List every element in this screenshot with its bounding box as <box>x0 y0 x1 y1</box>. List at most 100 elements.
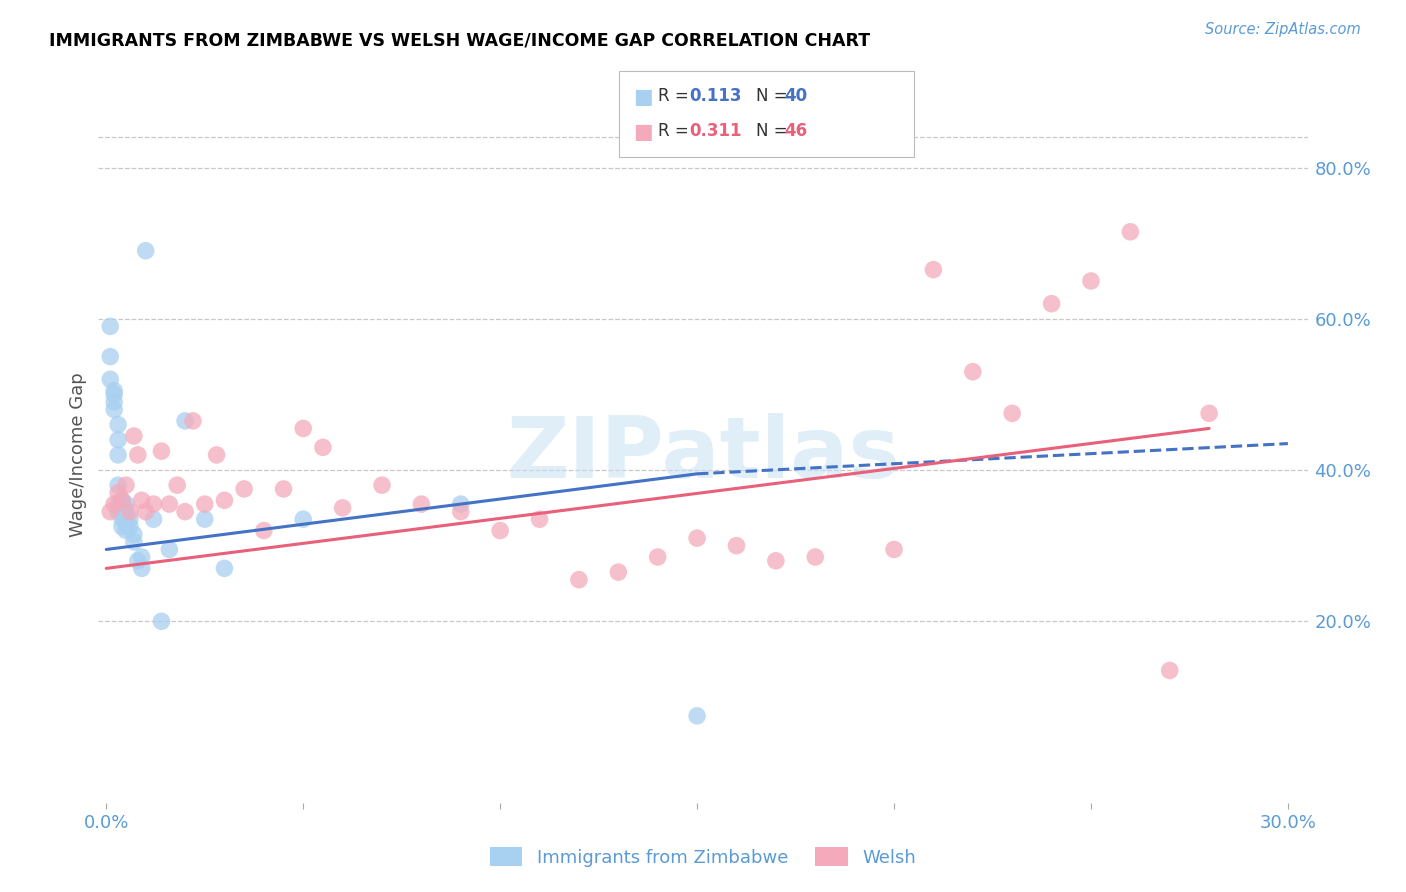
Point <box>607 565 630 579</box>
Point <box>98 505 121 519</box>
Point <box>103 402 125 417</box>
Point <box>115 497 138 511</box>
Point <box>174 414 197 428</box>
Point <box>127 448 149 462</box>
Point <box>529 512 551 526</box>
Text: 0.311: 0.311 <box>689 122 741 140</box>
Point <box>111 497 134 511</box>
Point <box>107 478 129 492</box>
Point <box>292 421 315 435</box>
Text: Source: ZipAtlas.com: Source: ZipAtlas.com <box>1205 22 1361 37</box>
Point <box>122 429 145 443</box>
Point <box>122 534 145 549</box>
Point <box>181 414 204 428</box>
Point <box>922 262 945 277</box>
Point <box>411 497 433 511</box>
Point <box>107 505 129 519</box>
Point <box>115 505 138 519</box>
Point <box>118 520 141 534</box>
Point <box>131 549 153 564</box>
Point <box>115 508 138 523</box>
Point <box>1119 225 1142 239</box>
Point <box>450 497 472 511</box>
Text: N =: N = <box>756 87 793 105</box>
Text: N =: N = <box>756 122 793 140</box>
Point <box>233 482 256 496</box>
Point <box>107 485 129 500</box>
Point <box>115 516 138 530</box>
Legend: Immigrants from Zimbabwe, Welsh: Immigrants from Zimbabwe, Welsh <box>482 840 924 874</box>
Point <box>118 512 141 526</box>
Point <box>157 542 180 557</box>
Point <box>107 448 129 462</box>
Point <box>686 531 709 545</box>
Point <box>103 384 125 398</box>
Point <box>127 554 149 568</box>
Point <box>1198 406 1220 420</box>
Point <box>804 549 827 564</box>
Point <box>1159 664 1181 678</box>
Point <box>103 497 125 511</box>
Point <box>142 497 165 511</box>
Point <box>122 527 145 541</box>
Point <box>135 505 157 519</box>
Point <box>98 319 121 334</box>
Point <box>273 482 295 496</box>
Point <box>150 444 173 458</box>
Point <box>194 497 217 511</box>
Y-axis label: Wage/Income Gap: Wage/Income Gap <box>69 373 87 537</box>
Text: R =: R = <box>658 122 695 140</box>
Point <box>98 350 121 364</box>
Point <box>118 505 141 519</box>
Point <box>214 561 236 575</box>
Point <box>111 520 134 534</box>
Text: IMMIGRANTS FROM ZIMBABWE VS WELSH WAGE/INCOME GAP CORRELATION CHART: IMMIGRANTS FROM ZIMBABWE VS WELSH WAGE/I… <box>49 31 870 49</box>
Point <box>107 433 129 447</box>
Point <box>962 365 984 379</box>
Point <box>107 497 129 511</box>
Point <box>292 512 315 526</box>
Point <box>142 512 165 526</box>
Text: 40: 40 <box>785 87 807 105</box>
Point <box>371 478 394 492</box>
Point <box>332 500 354 515</box>
Point <box>115 524 138 538</box>
Text: 0.113: 0.113 <box>689 87 741 105</box>
Point <box>107 417 129 432</box>
Point <box>205 448 228 462</box>
Point <box>725 539 748 553</box>
Point <box>194 512 217 526</box>
Point <box>765 554 787 568</box>
Point <box>115 478 138 492</box>
Point <box>98 372 121 386</box>
Point <box>253 524 276 538</box>
Text: ■: ■ <box>633 87 652 107</box>
Point <box>111 505 134 519</box>
Point <box>135 244 157 258</box>
Text: 46: 46 <box>785 122 807 140</box>
Point <box>1040 296 1063 310</box>
Text: R =: R = <box>658 87 695 105</box>
Point <box>131 561 153 575</box>
Point <box>111 512 134 526</box>
Point <box>489 524 512 538</box>
Text: ■: ■ <box>633 122 652 142</box>
Point <box>103 395 125 409</box>
Point <box>214 493 236 508</box>
Point <box>883 542 905 557</box>
Point <box>647 549 669 564</box>
Point <box>1080 274 1102 288</box>
Point <box>157 497 180 511</box>
Point <box>111 493 134 508</box>
Point <box>312 441 335 455</box>
Point <box>450 505 472 519</box>
Point <box>103 387 125 401</box>
Point <box>568 573 591 587</box>
Point <box>686 708 709 723</box>
Text: ZIPatlas: ZIPatlas <box>506 413 900 497</box>
Point <box>166 478 188 492</box>
Point <box>150 615 173 629</box>
Point <box>174 505 197 519</box>
Point <box>1001 406 1024 420</box>
Point <box>131 493 153 508</box>
